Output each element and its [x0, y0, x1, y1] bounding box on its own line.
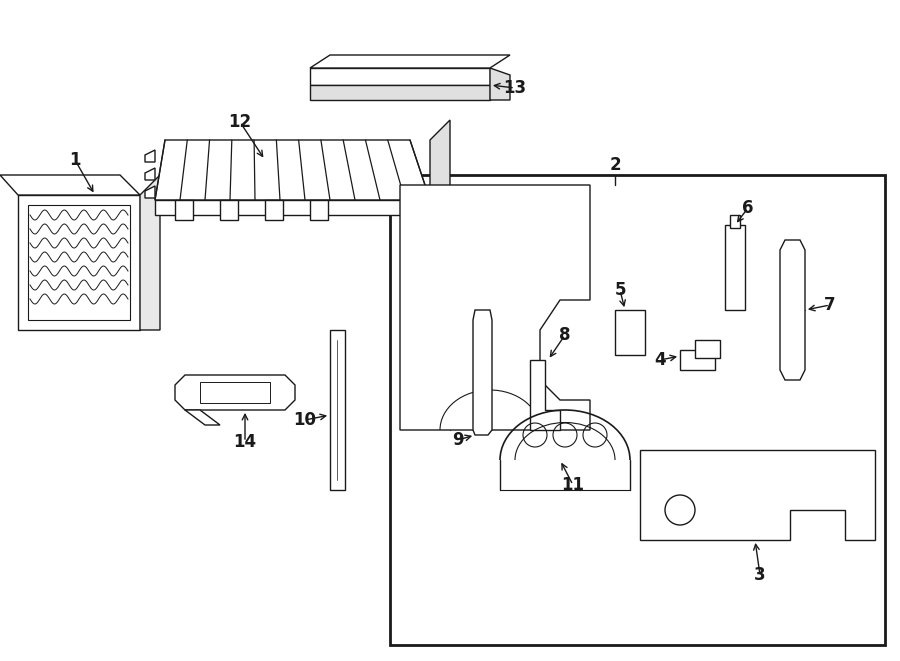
Polygon shape [140, 175, 160, 330]
Text: 6: 6 [742, 199, 754, 217]
Polygon shape [145, 150, 155, 162]
Text: 4: 4 [654, 351, 666, 369]
Polygon shape [155, 140, 430, 200]
Polygon shape [310, 200, 328, 220]
Polygon shape [175, 200, 193, 220]
Text: 9: 9 [452, 431, 464, 449]
Polygon shape [730, 215, 740, 228]
Polygon shape [185, 410, 220, 425]
Polygon shape [400, 185, 590, 430]
Text: 12: 12 [229, 113, 252, 131]
Text: 5: 5 [614, 281, 626, 299]
Polygon shape [310, 55, 510, 68]
Polygon shape [0, 175, 140, 195]
Polygon shape [725, 225, 745, 310]
Text: 10: 10 [293, 411, 317, 429]
Polygon shape [155, 200, 430, 215]
Text: 14: 14 [233, 433, 256, 451]
Polygon shape [430, 120, 450, 200]
Text: 1: 1 [69, 151, 81, 169]
Polygon shape [175, 375, 295, 410]
Text: 3: 3 [754, 566, 766, 584]
Polygon shape [220, 200, 238, 220]
Bar [390, 175, 885, 645]
Text: 11: 11 [562, 476, 584, 494]
Polygon shape [310, 68, 490, 85]
Polygon shape [430, 195, 450, 215]
Text: 8: 8 [559, 326, 571, 344]
Polygon shape [680, 350, 715, 370]
Polygon shape [330, 330, 345, 490]
Polygon shape [310, 85, 490, 100]
Polygon shape [490, 68, 510, 100]
Polygon shape [473, 310, 492, 435]
Polygon shape [265, 200, 283, 220]
Text: 7: 7 [824, 296, 836, 314]
Text: 2: 2 [609, 156, 621, 174]
Polygon shape [18, 195, 140, 330]
Polygon shape [780, 240, 805, 380]
Polygon shape [145, 186, 155, 198]
Polygon shape [695, 340, 720, 358]
Polygon shape [615, 310, 645, 355]
Text: 13: 13 [503, 79, 526, 97]
Polygon shape [640, 450, 875, 540]
Polygon shape [145, 168, 155, 180]
Polygon shape [530, 360, 560, 430]
